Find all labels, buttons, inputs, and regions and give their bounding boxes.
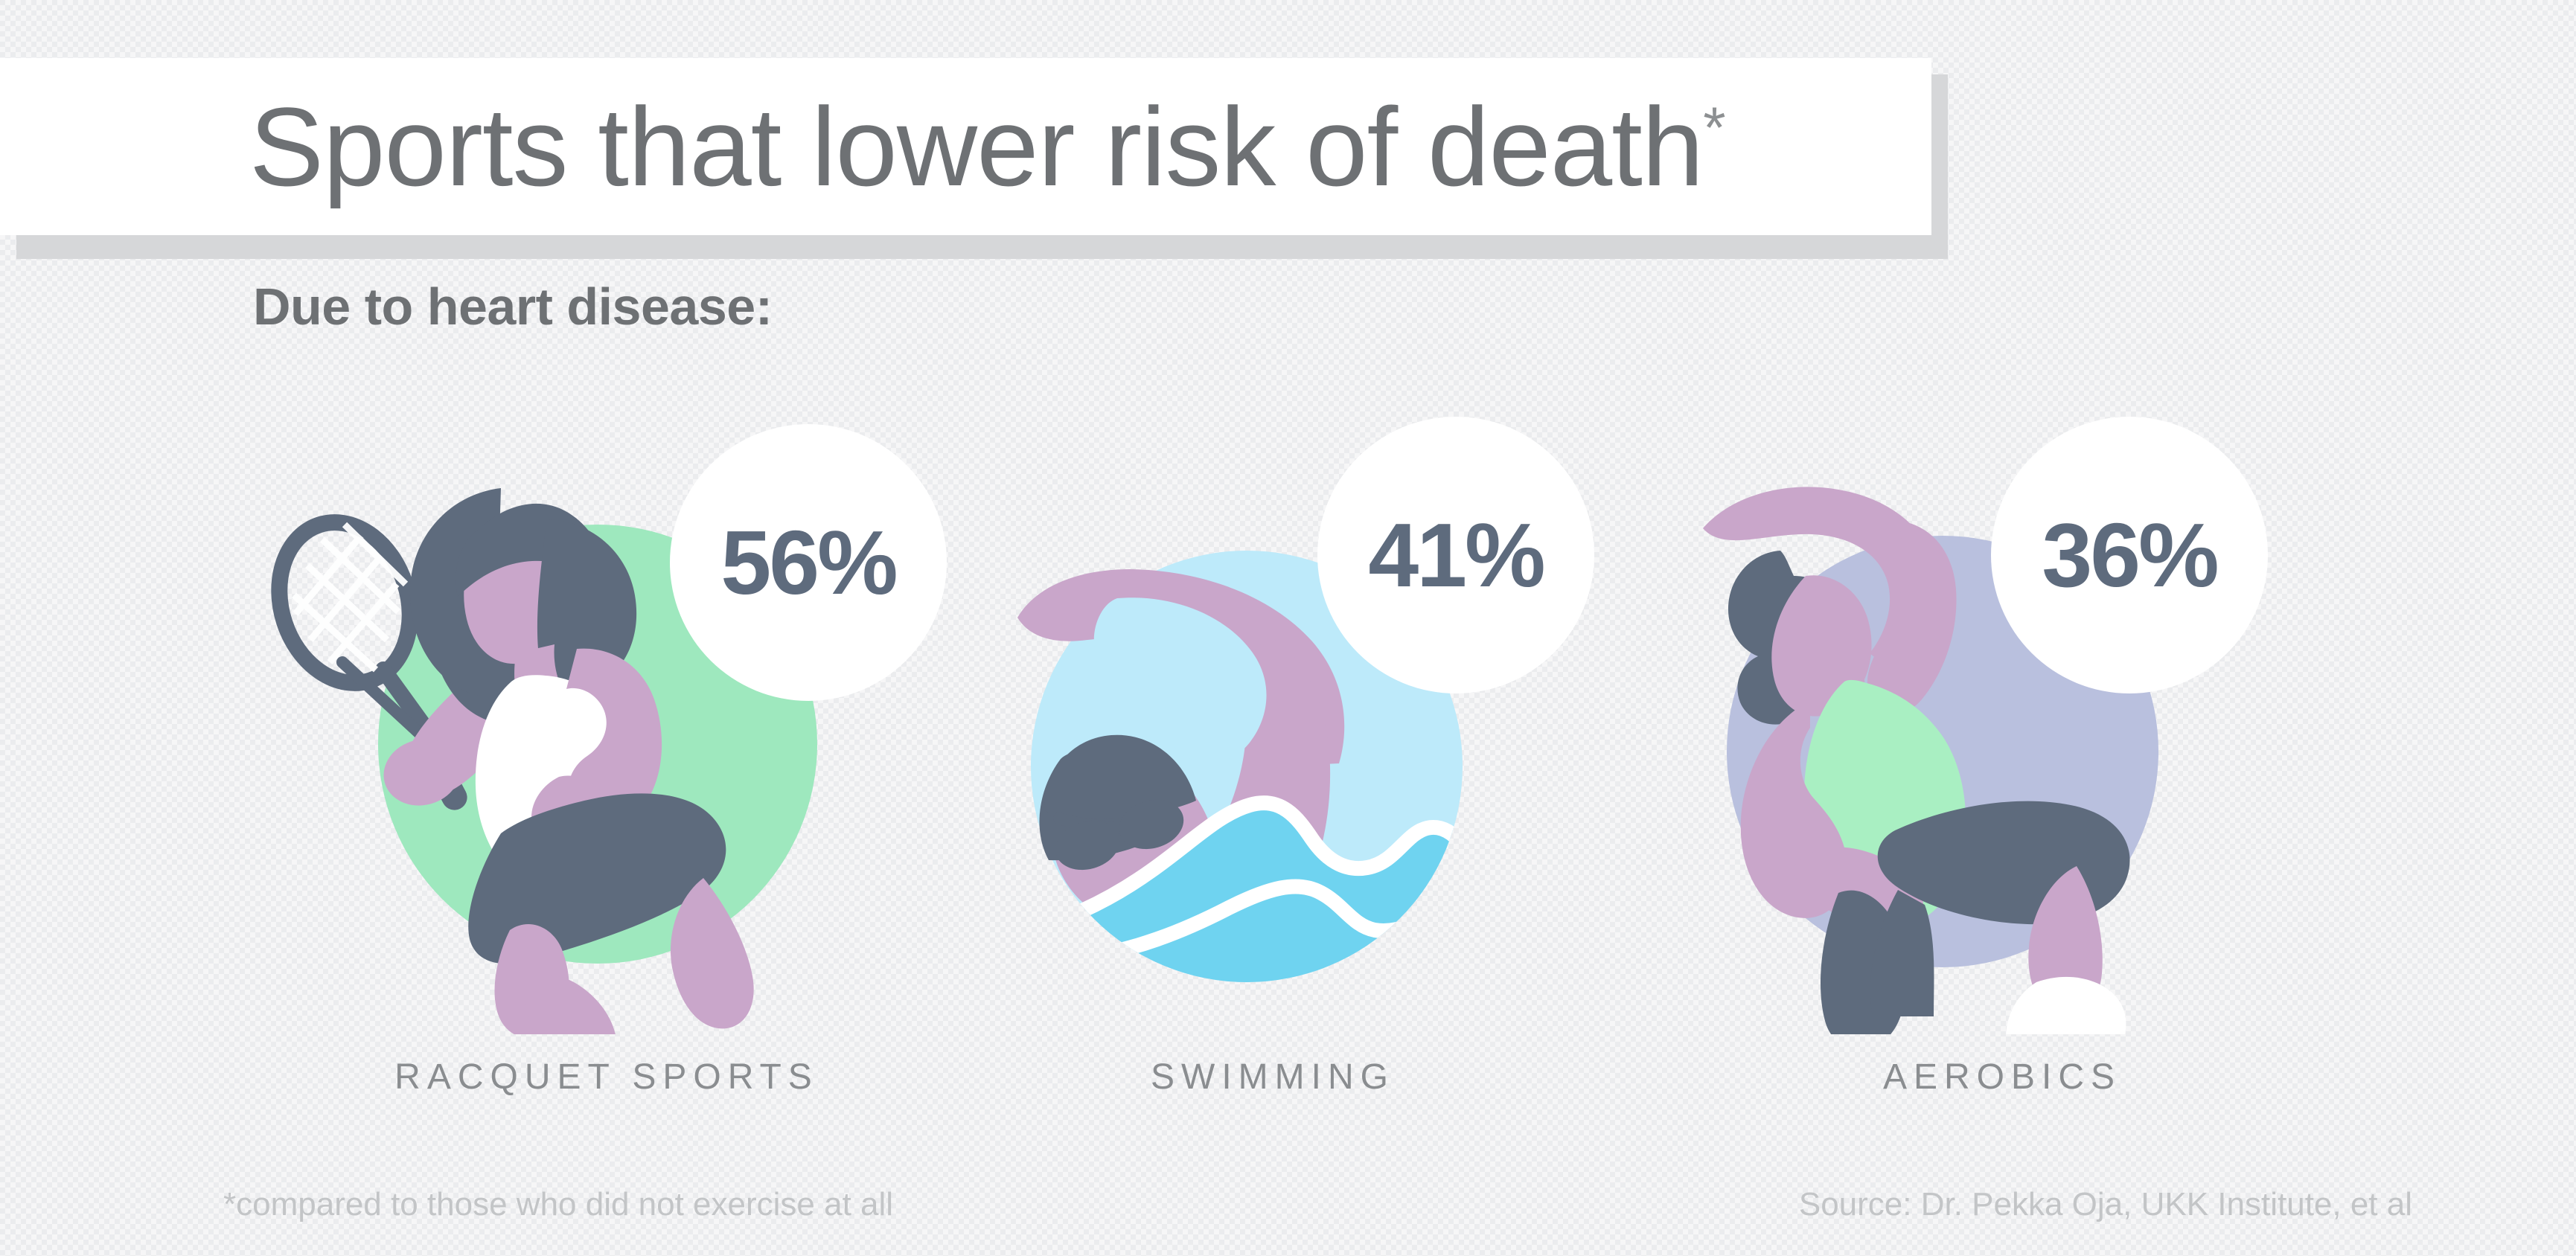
page-title-text: Sports that lower risk of death xyxy=(249,84,1704,209)
title-footnote-marker: * xyxy=(1703,94,1725,160)
percentage-badge-swimming: 41% xyxy=(1317,417,1594,693)
swimmer-icon xyxy=(949,417,1619,1034)
page-title: Sports that lower risk of death* xyxy=(249,91,1726,202)
percentage-badge-racquet-sports: 56% xyxy=(670,424,947,701)
tennis-player-icon xyxy=(264,417,934,1034)
sport-item-swimming: 41% SWIMMING xyxy=(949,417,1619,1146)
percentage-badge-aerobics: 36% xyxy=(1991,417,2268,693)
sport-label-aerobics: AEROBICS xyxy=(1882,1057,2122,1097)
percentage-value: 56% xyxy=(720,512,898,613)
subtitle: Due to heart disease: xyxy=(253,278,773,336)
percentage-value: 36% xyxy=(2042,504,2219,606)
sport-label-swimming: SWIMMING xyxy=(1151,1057,1395,1097)
sport-item-racquet-sports: 56% RACQUET SPORTS xyxy=(264,417,947,1146)
source-credit: Source: Dr. Pekka Oja, UKK Institute, et… xyxy=(1798,1186,2412,1223)
sport-item-aerobics: 36% AEROBICS xyxy=(1652,417,2322,1146)
percentage-value: 41% xyxy=(1368,504,1545,606)
footnote: *compared to those who did not exercise … xyxy=(223,1186,894,1223)
sport-label-racquet-sports: RACQUET SPORTS xyxy=(394,1057,819,1097)
title-banner: Sports that lower risk of death* xyxy=(0,58,1931,235)
